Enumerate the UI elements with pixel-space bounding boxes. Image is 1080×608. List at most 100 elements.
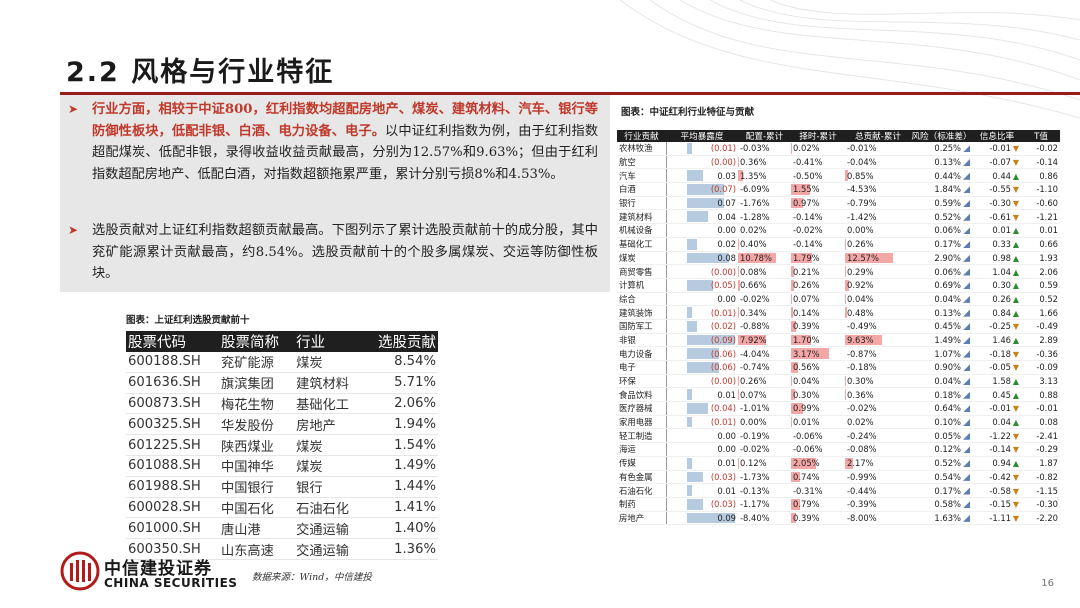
table-row: 建筑装饰 (0.01) 0.34% 0.14% 0.48% 0.13% 0.84 ▲ 1.66 xyxy=(617,305,1060,320)
allocation-value: 1.35% xyxy=(740,170,767,181)
exposure-cell: (0.01) xyxy=(666,142,738,156)
exposure-cell: 0.00 xyxy=(666,292,738,307)
exposure-value: 0.02 xyxy=(717,239,736,250)
timing-cell: 0.30% xyxy=(791,387,845,403)
risk-value: 0.18% xyxy=(934,389,961,400)
timing-value: 0.56% xyxy=(793,362,820,373)
t-value-cell: 0.88 xyxy=(1022,387,1060,403)
total-contribution-value: -0.44% xyxy=(847,485,877,496)
industry-name: 商贸零售 xyxy=(617,264,667,279)
risk-cell: 0.05% xyxy=(911,428,972,444)
selection-contribution: 2.06% xyxy=(362,393,438,415)
info-ratio-value: -0.61 xyxy=(989,211,1011,222)
industry-name: 非银 xyxy=(617,333,667,348)
stock-code: 601225.SH xyxy=(126,434,220,456)
allocation-cell: 10.78% xyxy=(738,251,791,266)
allocation-cell: 0.66% xyxy=(738,278,791,293)
bullet-highlight: 行业方面，相较于中证800，红利指数均超配房地产、煤炭、建筑材料、汽车、银行等防… xyxy=(92,102,598,139)
bullet-industry: ➤ 行业方面，相较于中证800，红利指数均超配房地产、煤炭、建筑材料、汽车、银行… xyxy=(68,99,598,185)
exposure-value: (0.01) xyxy=(710,307,736,318)
arrow-up-icon: ▲ xyxy=(1012,459,1020,469)
info-ratio-cell: 1.46 ▲ xyxy=(972,333,1022,348)
risk-cell: 0.45% xyxy=(911,319,972,334)
info-ratio-cell: -0.25 ▼ xyxy=(972,319,1022,334)
left-table-caption: 图表：上证红利选股贡献前十 xyxy=(126,315,250,326)
total-contribution-cell: 0.30% xyxy=(845,374,911,389)
info-ratio-cell: -0.55 ▼ xyxy=(972,182,1022,197)
timing-value: 0.02% xyxy=(793,143,820,154)
risk-wrap: 1.07% xyxy=(911,349,972,359)
exposure-value: (0.04) xyxy=(710,403,736,414)
info-ratio-wrap: -0.05 ▼ xyxy=(972,362,1022,372)
exposure-cell: (0.00) xyxy=(666,264,738,279)
exposure-bar xyxy=(686,457,692,469)
total-contribution-value: -0.79% xyxy=(847,198,877,209)
t-value: -0.36 xyxy=(1036,348,1058,359)
allocation-value: 0.40% xyxy=(740,239,767,250)
info-ratio-value: 1.58 xyxy=(992,376,1011,387)
info-ratio-wrap: -0.42 ▼ xyxy=(972,472,1022,482)
risk-value: 0.17% xyxy=(934,485,961,496)
column-header: 股票简称 xyxy=(219,331,295,352)
timing-cell: 0.02% xyxy=(791,142,845,156)
total-contribution-cell: 0.04% xyxy=(845,292,911,307)
data-source-note: 数据来源：Wind，中信建投 xyxy=(252,572,372,583)
exposure-cell: (0.06) xyxy=(666,346,738,361)
risk-wrap: 0.10% xyxy=(911,417,972,427)
timing-cell: 0.56% xyxy=(791,360,845,375)
total-contribution-value: -0.49% xyxy=(847,321,877,332)
allocation-cell: -6.09% xyxy=(738,182,791,197)
info-ratio-wrap: 0.84 ▲ xyxy=(972,308,1022,318)
industry-name: 银行 xyxy=(617,196,667,211)
allocation-bar xyxy=(738,156,740,168)
exposure-cell: 0.02 xyxy=(666,237,738,252)
risk-value: 0.52% xyxy=(934,211,961,222)
risk-value: 0.59% xyxy=(934,198,961,209)
info-ratio-cell: -0.18 ▼ xyxy=(972,346,1022,361)
total-contribution-value: 0.04% xyxy=(847,293,874,304)
t-value: 0.88 xyxy=(1039,389,1058,400)
arrow-down-icon: ▼ xyxy=(1012,431,1020,441)
risk-cell: 0.54% xyxy=(911,470,972,485)
industry-name: 石油石化 xyxy=(617,483,667,498)
stock-code: 601088.SH xyxy=(126,455,220,477)
t-value-cell: -0.09 xyxy=(1022,360,1060,375)
info-ratio-cell: 0.45 ▲ xyxy=(972,387,1022,403)
industry-name: 房地产 xyxy=(617,511,667,526)
industry-name: 基础化工 xyxy=(617,237,667,252)
total-contribution-cell: -0.79% xyxy=(845,196,911,211)
exposure-cell: 0.01 xyxy=(666,387,738,403)
industry-name: 机械设备 xyxy=(617,223,667,238)
info-ratio-wrap: -0.30 ▼ xyxy=(972,198,1022,208)
risk-value: 0.52% xyxy=(934,458,961,469)
t-value-cell: -0.36 xyxy=(1022,346,1060,361)
total-contribution-value: -8.00% xyxy=(847,512,877,523)
timing-value: -0.31% xyxy=(793,485,823,496)
exposure-value: (0.00) xyxy=(710,266,736,277)
table-row: 环保 (0.00) 0.26% 0.04% 0.30% 0.04% 1.58 ▲ 3.13 xyxy=(617,374,1060,389)
timing-cell: 0.04% xyxy=(791,374,845,389)
risk-wrap: 0.06% xyxy=(911,267,972,277)
info-ratio-cell: 0.04 ▲ xyxy=(972,415,1022,430)
total-contribution-value: 0.36% xyxy=(847,389,874,400)
exposure-cell: (0.04) xyxy=(666,401,738,416)
industry-name: 计算机 xyxy=(617,278,667,293)
bullet-text: 以中证红利指数为例，由于红利指数超配煤炭、低配非银，录得收益收益贡献最高，分别为… xyxy=(92,123,599,182)
exposure-bar xyxy=(686,362,719,373)
risk-wrap: 1.63% xyxy=(911,513,972,523)
exposure-bar xyxy=(686,389,692,401)
info-ratio-wrap: -0.01 ▼ xyxy=(972,143,1022,153)
total-contribution-value: -0.87% xyxy=(847,348,877,359)
allocation-value: -0.13% xyxy=(740,485,770,496)
table-row: 航空 (0.00) 0.36% -0.41% -0.04% 0.13% -0.07 ▼ -0.1… xyxy=(617,155,1060,170)
risk-value: 0.25% xyxy=(934,143,961,154)
timing-value: -0.41% xyxy=(793,157,823,168)
exposure-bar xyxy=(686,403,708,414)
arrow-up-icon: ▲ xyxy=(1012,171,1020,181)
risk-value: 0.58% xyxy=(934,499,961,510)
allocation-cell: 0.12% xyxy=(738,456,791,471)
allocation-value: -0.88% xyxy=(740,321,770,332)
arrow-down-icon: ▼ xyxy=(1012,349,1020,359)
total-contribution-cell: 0.36% xyxy=(845,387,911,403)
risk-cell: 0.06% xyxy=(911,223,972,238)
